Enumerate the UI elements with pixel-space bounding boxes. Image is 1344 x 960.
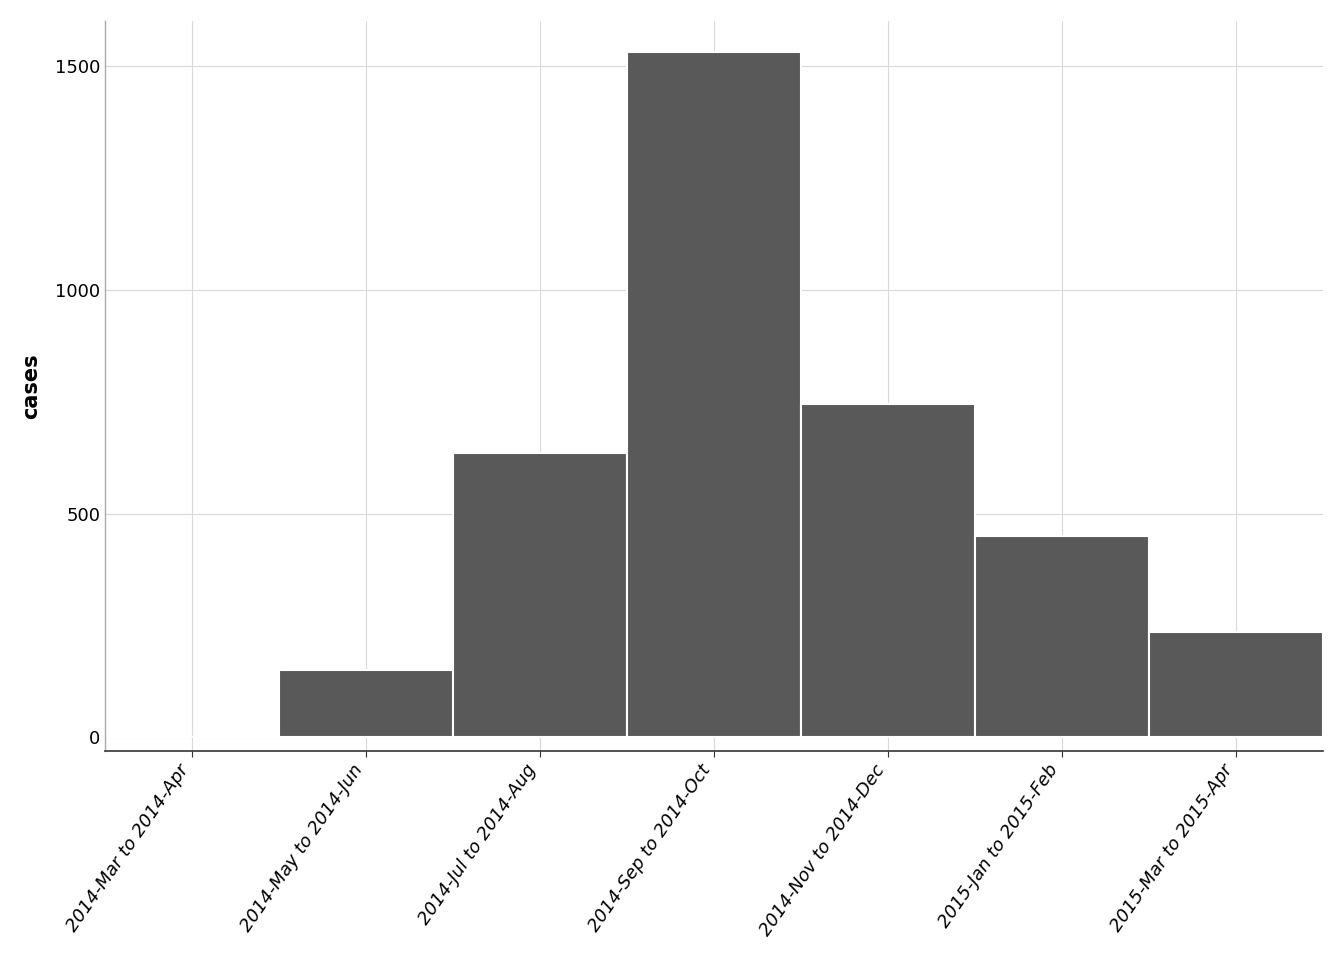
Bar (628, 52, 801, 737)
Bar (453, 453, 628, 737)
Bar (280, 670, 453, 737)
Bar (801, 404, 976, 737)
Y-axis label: cases: cases (22, 353, 40, 419)
Bar (1149, 633, 1322, 737)
Bar (976, 536, 1149, 737)
